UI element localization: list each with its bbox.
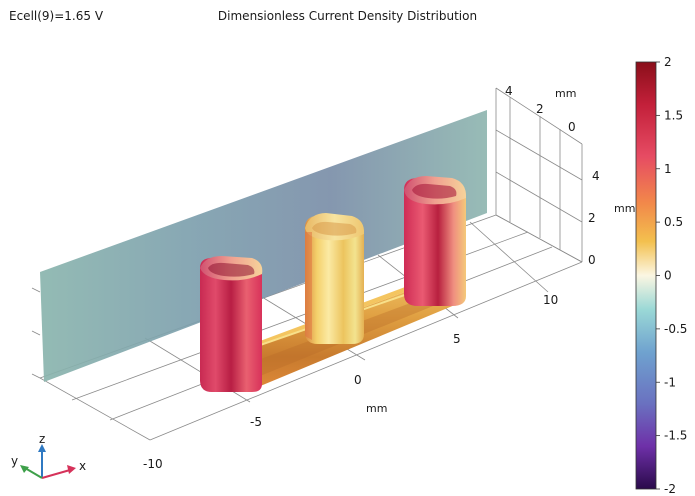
triad-z-label: z bbox=[39, 432, 45, 446]
y-tick-label: 0 bbox=[568, 120, 576, 134]
x-axis-unit: mm bbox=[366, 402, 387, 415]
pillar-left bbox=[200, 256, 263, 392]
y-axis-unit: mm bbox=[555, 87, 576, 100]
colorbar-tick-label: 0.5 bbox=[664, 215, 683, 229]
z-tick-label: 4 bbox=[592, 169, 600, 183]
colorbar-tick-label: 1 bbox=[664, 162, 672, 176]
pillar-middle bbox=[305, 213, 365, 344]
z-tick-label: 2 bbox=[588, 211, 596, 225]
x-arrow-icon bbox=[67, 465, 76, 474]
colorbar-tick-label: -1 bbox=[664, 375, 676, 389]
x-tick-label: 5 bbox=[453, 332, 461, 346]
plot-title: Dimensionless Current Density Distributi… bbox=[217, 9, 478, 23]
axis-triad: z x y bbox=[11, 432, 86, 479]
triad-x-label: x bbox=[79, 459, 86, 473]
slice-plane bbox=[40, 110, 487, 382]
colorbar-tick-label: 0 bbox=[664, 269, 672, 283]
colorbar-tick-label: 1.5 bbox=[664, 108, 683, 122]
colorbar-tick-label: -2 bbox=[664, 482, 676, 496]
y-axis-labels: 4 2 0 mm bbox=[505, 84, 576, 134]
z-axis-labels: 4 2 0 mm bbox=[588, 169, 635, 267]
z-tick-label: 0 bbox=[588, 253, 596, 267]
parameter-label: Ecell(9)=1.65 V bbox=[9, 9, 104, 23]
triad-y-label: y bbox=[11, 454, 18, 468]
x-tick-label: 0 bbox=[354, 373, 362, 387]
pillar-right bbox=[404, 176, 467, 306]
y-arrow-icon bbox=[20, 465, 29, 473]
y-tick-label: 2 bbox=[536, 102, 544, 116]
x-axis-labels: -10 -5 0 5 10 mm bbox=[143, 293, 558, 471]
colorbar-tick-label: 2 bbox=[664, 55, 672, 69]
z-arrow-icon bbox=[38, 444, 46, 452]
x-tick-label: -10 bbox=[143, 457, 163, 471]
colorbar-tick-label: -0.5 bbox=[664, 322, 687, 336]
colorbar-gradient bbox=[635, 61, 657, 490]
y-tick-label: 4 bbox=[505, 84, 513, 98]
x-tick-label: 10 bbox=[543, 293, 558, 307]
colorbar: 2 1.5 1 0.5 0 -0.5 -1 -1.5 -2 bbox=[635, 55, 687, 496]
z-axis-unit: mm bbox=[614, 202, 635, 215]
colorbar-tick-label: -1.5 bbox=[664, 429, 687, 443]
x-tick-label: -5 bbox=[250, 415, 262, 429]
